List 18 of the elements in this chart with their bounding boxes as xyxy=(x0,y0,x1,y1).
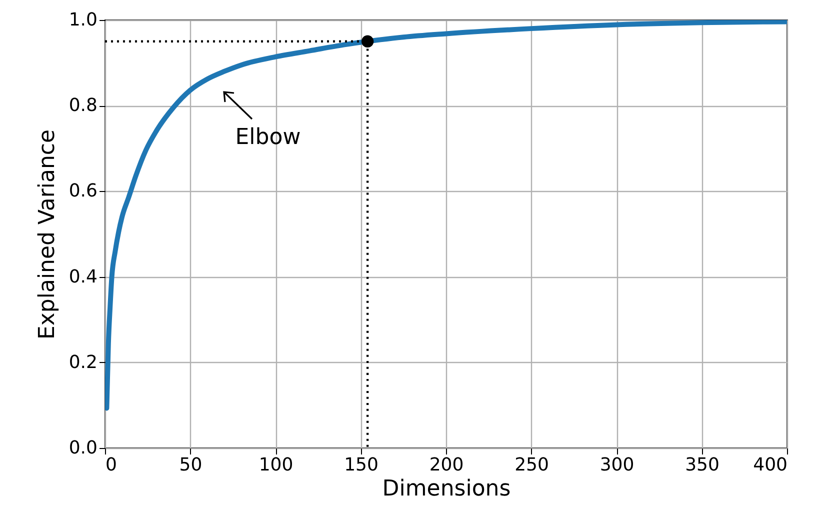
y-tick-label: 0.0 xyxy=(68,438,98,458)
x-tick-label: 250 xyxy=(514,454,549,476)
y-tick-label: 0.8 xyxy=(68,95,98,116)
x-tick-label: 200 xyxy=(429,454,464,476)
y-tick-label: 0.4 xyxy=(68,266,98,288)
y-tick-label: 1.0 xyxy=(68,10,98,30)
annotation: Elbow xyxy=(235,125,301,150)
x-tick-label: 50 xyxy=(179,454,202,476)
y-axis-title: Explained Variance xyxy=(34,129,60,340)
x-tick-label: 300 xyxy=(600,454,634,476)
x-tick-label: 350 xyxy=(685,454,720,476)
x-tick-label: 0 xyxy=(106,454,117,476)
x-tick-label: 150 xyxy=(344,454,378,476)
x-axis-title: Dimensions xyxy=(382,476,511,502)
x-tick-label: 400 xyxy=(753,454,788,476)
y-tick-label: 0.6 xyxy=(68,180,98,202)
y-tick-label: 0.2 xyxy=(68,352,98,373)
x-tick-label: 100 xyxy=(258,454,294,476)
